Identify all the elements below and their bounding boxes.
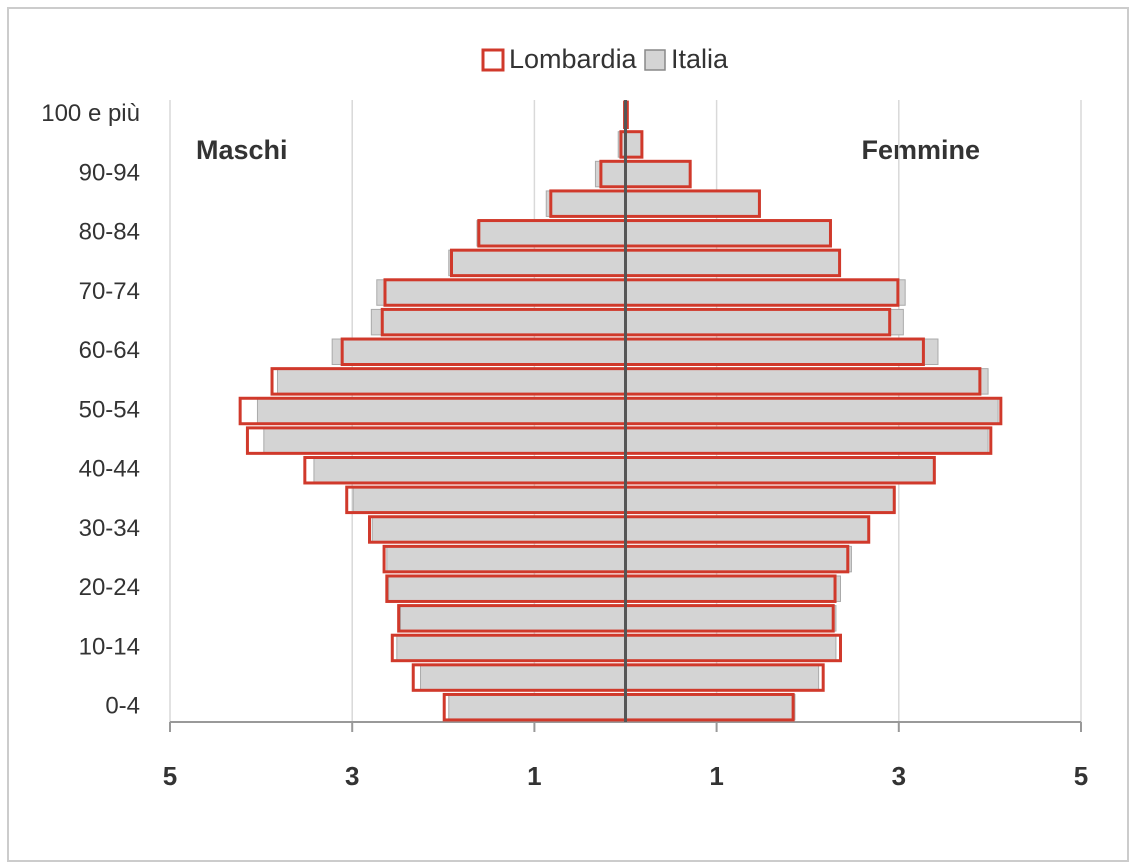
bar [256,397,626,425]
y-tick-label: 100 e più [41,100,140,127]
legend-swatch [644,49,666,71]
bar [399,605,626,632]
bar [625,693,796,721]
bar [376,279,626,306]
x-tick-label: 1 [527,761,541,791]
y-tick-label: 0-4 [105,693,140,720]
x-tick-label: 5 [1074,761,1088,791]
bar [448,693,626,721]
bar [371,516,626,543]
frame [7,7,1129,862]
x-tick-label: 1 [709,761,723,791]
y-tick-label: 30-34 [79,515,140,542]
bar [625,516,870,543]
bar [625,220,831,247]
bar [388,575,627,602]
legend-label: Italia [671,44,729,74]
annotation: Femmine [861,135,980,165]
bar [625,131,643,158]
bar [420,664,626,691]
bar [625,575,841,602]
bar [545,190,626,217]
bar [625,338,939,365]
y-tick-label: 70-74 [79,278,140,305]
y-tick-label: 40-44 [79,456,140,483]
bar [386,545,626,573]
bar [625,634,837,662]
bar [625,160,691,188]
bar [625,190,761,217]
bar [625,486,896,514]
bar [625,249,841,277]
x-tick-label: 3 [345,761,359,791]
bar [331,338,626,365]
bar [625,279,906,306]
x-tick-label: 5 [163,761,177,791]
legend-label: Lombardia [509,44,638,74]
y-tick-label: 80-84 [79,219,140,246]
bar [263,427,626,454]
y-tick-label: 90-94 [79,159,140,186]
bar [625,545,852,573]
bar [476,220,626,247]
annotation: Maschi [196,135,288,165]
bar [625,457,934,484]
bar [276,368,626,395]
bar [625,368,989,395]
legend-swatch [481,48,505,72]
bar [313,457,626,484]
bar [370,308,626,336]
bar [625,308,904,336]
bar [396,634,626,662]
bar [352,486,626,514]
x-tick-label: 3 [892,761,906,791]
bar [625,427,989,454]
bar [625,664,820,691]
y-tick-label: 50-54 [79,396,140,423]
bar [625,605,837,632]
bar [625,397,999,425]
y-tick-label: 10-14 [79,633,140,660]
y-tick-label: 20-24 [79,574,140,601]
bar [448,249,626,277]
y-tick-label: 60-64 [79,337,140,364]
